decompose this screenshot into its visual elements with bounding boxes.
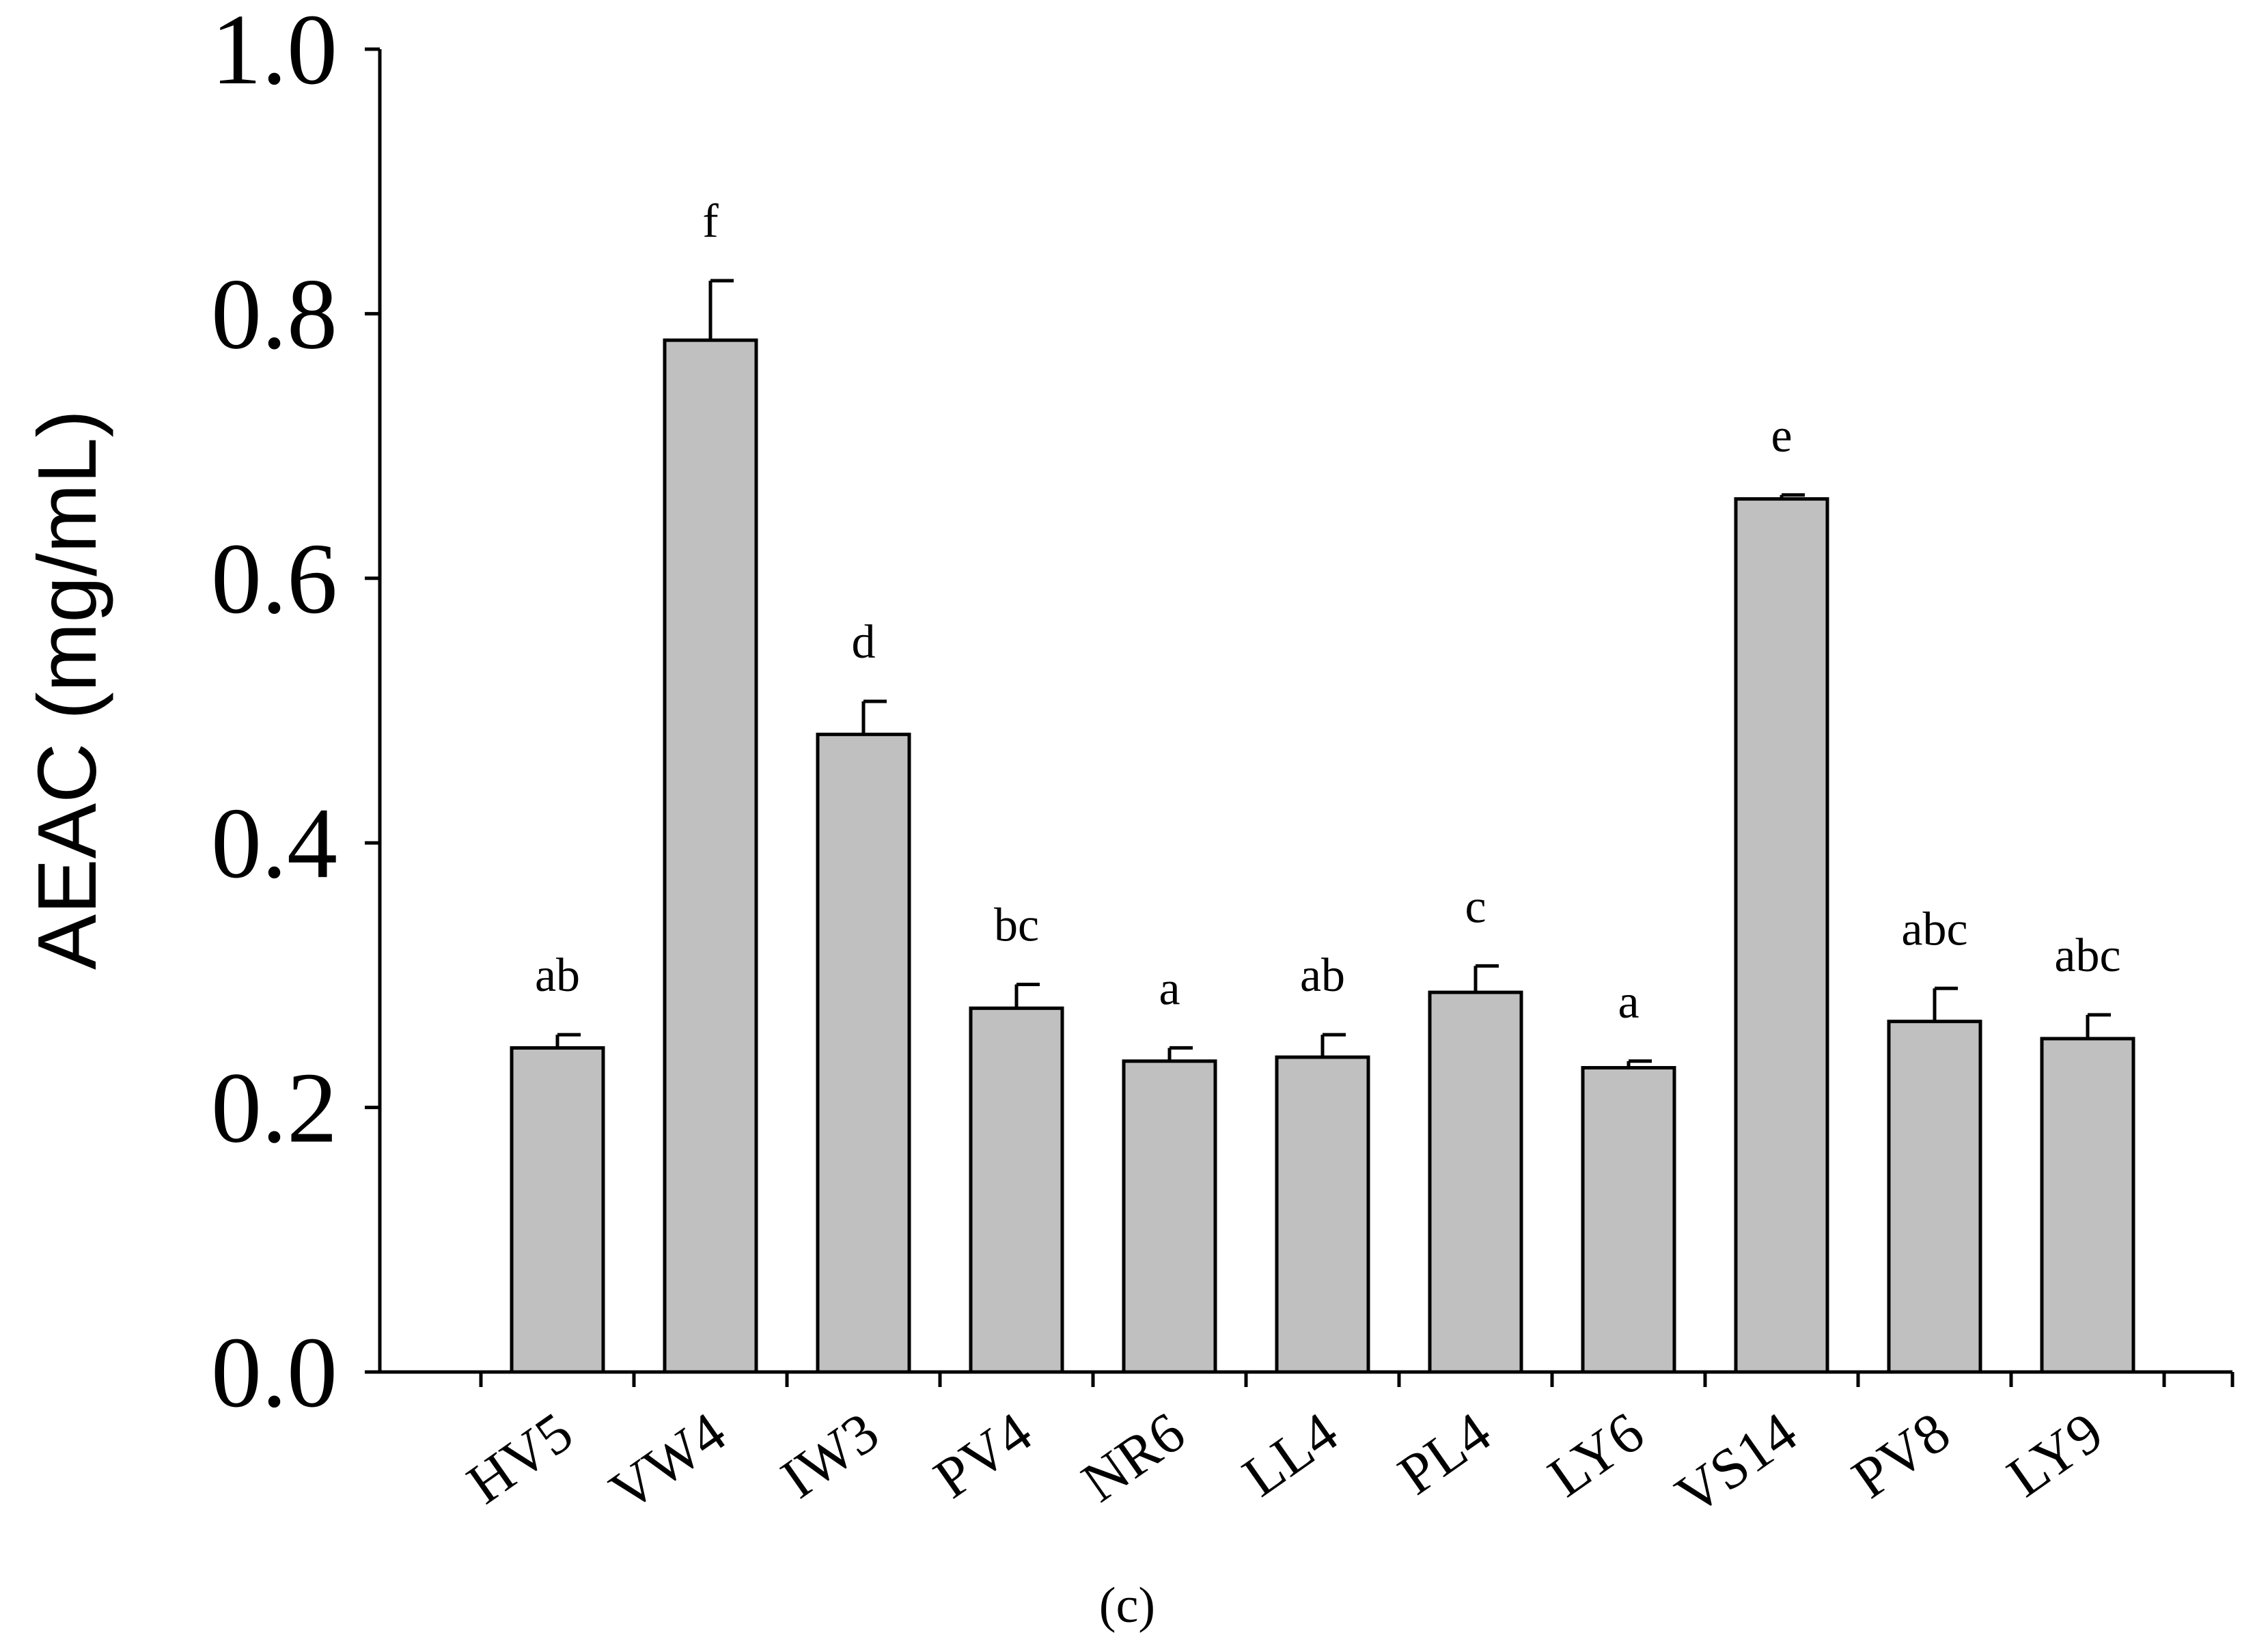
x-tick-label-ly9: LY9 (1996, 1400, 2114, 1509)
significance-vs14: e (1771, 410, 1792, 462)
significance-pv4: bc (994, 899, 1039, 951)
significance-ly6: a (1618, 976, 1639, 1028)
bar-hv5 (510, 1046, 605, 1374)
y-axis-title: AEAC (mg/mL) (20, 410, 113, 970)
significance-pl4: c (1465, 880, 1486, 933)
bar-ly9 (2040, 1037, 2135, 1374)
bar-vs14 (1734, 497, 1829, 1374)
bar-pl4 (1428, 990, 1523, 1374)
significance-pv8: abc (1901, 903, 1967, 955)
significance-iw3: d (852, 616, 876, 669)
y-tick-label: 0.8 (211, 258, 337, 370)
x-tick-label-pv8: PV8 (1841, 1400, 1961, 1511)
bar-iw3 (816, 732, 911, 1374)
x-tick-label-pv4: PV4 (923, 1400, 1043, 1511)
x-tick-label-hv5: HV5 (456, 1400, 584, 1516)
x-tick-label-vs14: VS14 (1665, 1400, 1808, 1527)
y-tick-label: 0.4 (211, 787, 337, 899)
x-tick-label-iw3: IW3 (770, 1400, 890, 1511)
panel-label: (c) (1099, 1578, 1155, 1634)
x-tick-label-pl4: PL4 (1387, 1400, 1502, 1507)
bar-vw4 (663, 338, 758, 1374)
bar-ly6 (1581, 1065, 1676, 1374)
x-tick-label-ly6: LY6 (1537, 1400, 1655, 1509)
y-tick-label: 0.0 (211, 1317, 337, 1429)
significance-vw4: f (702, 195, 719, 248)
x-axis-labels: HV5 VW4 IW3 PV4 NR6 LL4 PL4 LY6 VS14 PV8 LY9 (456, 1400, 2114, 1527)
x-axis-ticks (479, 1372, 2235, 1387)
y-axis-ticks: 0.0 0.2 0.4 0.6 0.8 1.0 (211, 0, 380, 1429)
error-bars (555, 279, 2111, 1068)
x-tick-label-nr6: NR6 (1071, 1400, 1196, 1514)
bar-pv8 (1887, 1020, 1982, 1374)
x-tick-label-vw4: VW4 (599, 1400, 737, 1524)
bars (510, 338, 2135, 1374)
bar-nr6 (1122, 1059, 1217, 1374)
significance-ll4: ab (1300, 949, 1345, 1002)
bar-ll4 (1275, 1055, 1370, 1374)
x-tick-label-ll4: LL4 (1232, 1400, 1349, 1509)
significance-hv5: ab (535, 949, 580, 1002)
y-tick-label: 1.0 (211, 0, 337, 106)
significance-nr6: a (1159, 962, 1180, 1015)
y-tick-label: 0.6 (211, 523, 337, 635)
bar-pv4 (969, 1006, 1064, 1374)
significance-ly9: abc (2054, 929, 2120, 982)
y-tick-label: 0.2 (211, 1052, 337, 1164)
